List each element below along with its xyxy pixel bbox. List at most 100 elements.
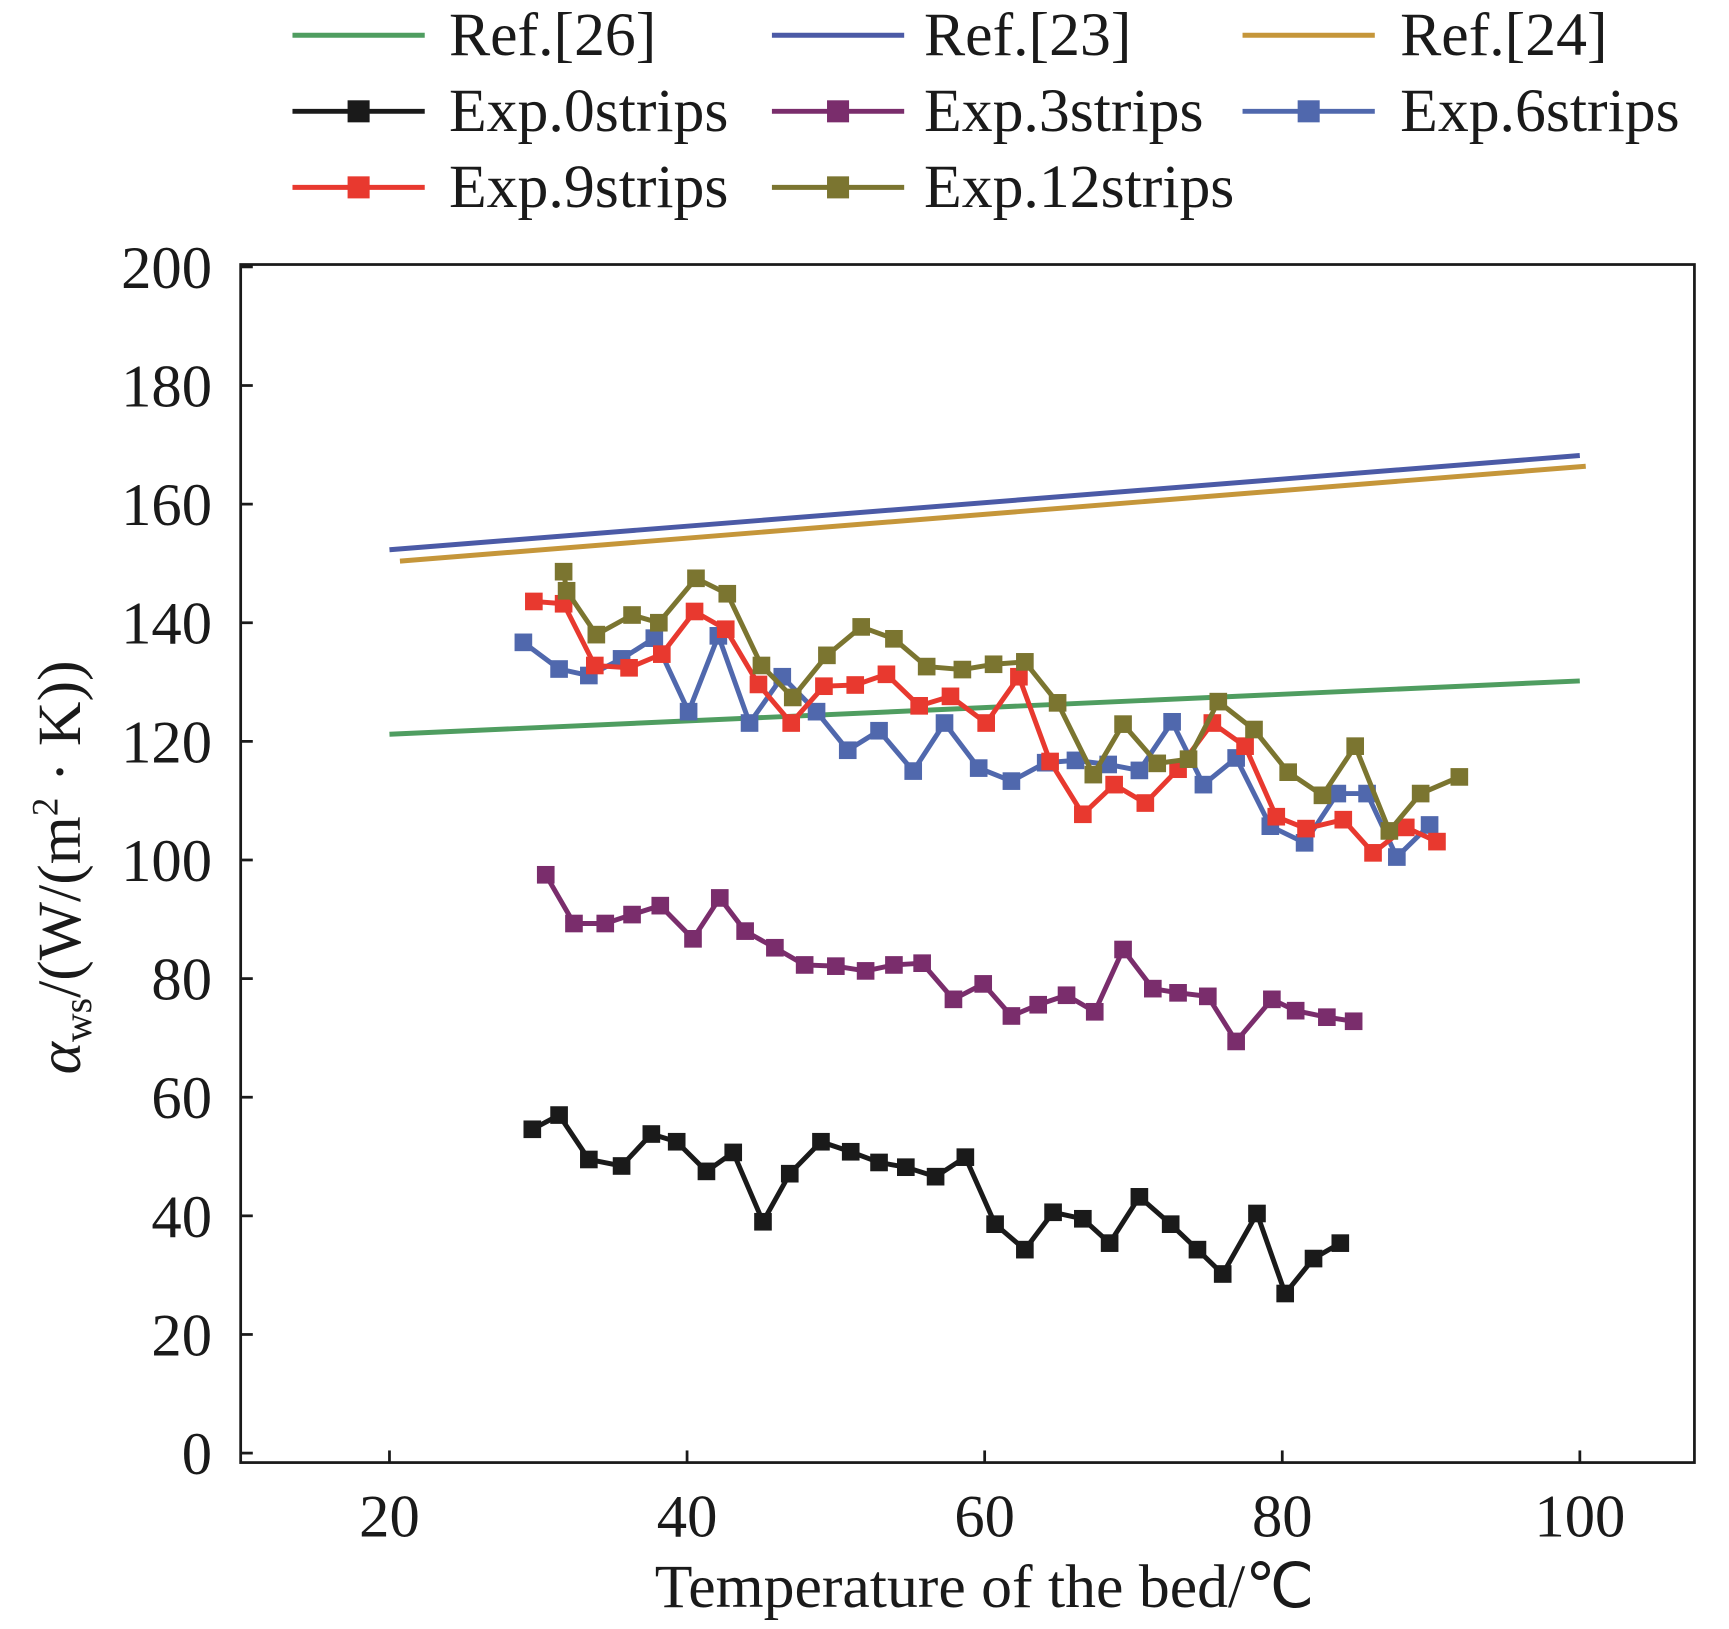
y-tick-label: 20 — [151, 1302, 212, 1369]
data-point-exp-9strips — [620, 658, 638, 677]
data-point-exp-6strips — [1066, 751, 1085, 770]
data-point-exp-3strips — [1114, 940, 1132, 959]
y-axis-label-symbol: α — [26, 1040, 94, 1074]
legend-marker-exp-12strips — [827, 176, 850, 199]
legend-item-ref-24: Ref.[24] — [1242, 1, 1608, 69]
data-point-exp-0strips — [780, 1164, 799, 1183]
data-point-exp-3strips — [536, 865, 555, 884]
data-point-exp-3strips — [856, 962, 875, 980]
data-point-exp-6strips — [1420, 816, 1439, 834]
legend-marker-exp-6strips — [1297, 100, 1320, 123]
series-ref-24 — [399, 463, 1586, 564]
legend-item-exp-0strips: Exp.0strips — [292, 77, 728, 145]
data-point-exp-12strips — [554, 562, 573, 581]
data-point-exp-6strips — [1388, 848, 1406, 866]
data-point-exp-0strips — [1016, 1240, 1034, 1259]
data-point-exp-6strips — [935, 714, 954, 732]
plot-frame — [239, 263, 1696, 1464]
data-point-exp-12strips — [818, 646, 836, 665]
series-line-ref-26 — [389, 678, 1580, 737]
data-point-exp-6strips — [1002, 772, 1021, 790]
legend-item-exp-6strips: Exp.6strips — [1242, 77, 1680, 145]
data-point-exp-9strips — [910, 697, 928, 715]
series-exp-3strips — [536, 865, 1363, 1051]
data-point-exp-9strips — [1136, 794, 1155, 812]
y-tick-label: 60 — [151, 1065, 212, 1132]
data-point-exp-6strips — [904, 762, 923, 780]
data-point-exp-9strips — [1364, 844, 1382, 862]
data-point-exp-3strips — [736, 922, 754, 940]
data-point-exp-3strips — [1199, 987, 1217, 1006]
data-point-exp-0strips — [697, 1162, 716, 1181]
data-point-exp-9strips — [1041, 752, 1059, 771]
data-point-exp-9strips — [716, 620, 735, 639]
legend-item-ref-23: Ref.[23] — [771, 1, 1131, 69]
data-point-exp-12strips — [1016, 653, 1034, 671]
legend: Ref.[26] Ref.[23] Ref.[24] Exp.0strips Exp.3… — [292, 1, 1680, 221]
data-point-exp-0strips — [1213, 1265, 1232, 1283]
y-tick-label: 0 — [182, 1421, 212, 1488]
data-point-exp-0strips — [986, 1215, 1004, 1233]
data-point-exp-3strips — [684, 930, 702, 948]
legend-item-exp-12strips: Exp.12strips — [771, 153, 1234, 221]
data-point-exp-12strips — [917, 657, 936, 676]
data-point-exp-12strips — [885, 629, 903, 648]
data-point-exp-9strips — [846, 676, 865, 694]
data-point-exp-3strips — [974, 975, 993, 993]
data-point-exp-0strips — [1248, 1204, 1266, 1223]
data-point-exp-3strips — [1057, 986, 1076, 1005]
data-point-exp-12strips — [1114, 715, 1132, 733]
data-point-exp-3strips — [827, 957, 845, 975]
data-point-exp-6strips — [645, 629, 664, 647]
legend-item-exp-9strips: Exp.9strips — [292, 153, 728, 221]
data-point-exp-12strips — [783, 688, 802, 707]
data-point-exp-12strips — [1245, 720, 1263, 739]
data-point-exp-3strips — [766, 938, 784, 957]
y-tick-label: 160 — [121, 472, 212, 539]
data-point-exp-9strips — [1396, 818, 1415, 837]
x-axis-label: Temperature of the bed/℃ — [655, 1553, 1315, 1621]
data-point-exp-0strips — [926, 1167, 945, 1186]
data-point-exp-12strips — [687, 569, 705, 588]
data-point-exp-6strips — [514, 633, 533, 652]
y-axis-label-superscript: 2 — [26, 798, 67, 817]
data-point-exp-9strips — [1297, 819, 1315, 838]
data-point-exp-6strips — [1163, 712, 1181, 731]
data-point-exp-9strips — [1074, 805, 1092, 824]
x-tick-label: 60 — [954, 1483, 1015, 1550]
data-point-exp-3strips — [795, 956, 814, 974]
data-point-exp-0strips — [667, 1132, 686, 1151]
data-point-exp-3strips — [651, 896, 670, 915]
data-point-exp-3strips — [1286, 1001, 1305, 1020]
data-point-exp-0strips — [841, 1142, 860, 1161]
x-tick-label: 80 — [1252, 1483, 1313, 1550]
data-point-exp-6strips — [1328, 784, 1347, 803]
data-point-exp-12strips — [1380, 822, 1399, 840]
data-point-exp-0strips — [897, 1158, 915, 1177]
data-point-exp-9strips — [652, 645, 671, 663]
data-point-exp-0strips — [523, 1120, 542, 1139]
data-point-exp-6strips — [550, 660, 568, 678]
data-point-exp-12strips — [1209, 692, 1228, 711]
data-point-exp-6strips — [1130, 761, 1149, 780]
data-point-exp-3strips — [1144, 979, 1162, 998]
data-point-exp-12strips — [623, 606, 641, 624]
series-ref-26 — [389, 678, 1580, 737]
data-point-exp-6strips — [679, 702, 698, 721]
legend-label-exp-3strips: Exp.3strips — [924, 77, 1203, 145]
data-point-exp-0strips — [1100, 1234, 1119, 1252]
data-point-exp-12strips — [1179, 750, 1198, 768]
data-point-exp-9strips — [585, 656, 604, 675]
legend-label-ref-26: Ref.[26] — [449, 1, 656, 69]
axes: 20 40 60 80 100 0 20 40 60 80 100 120 140 160 180 200 — [121, 235, 1625, 1551]
data-point-exp-9strips — [1334, 810, 1353, 829]
data-point-exp-0strips — [1276, 1284, 1295, 1303]
data-point-exp-12strips — [752, 656, 771, 675]
y-tick-label: 40 — [151, 1184, 212, 1251]
x-tick-label: 40 — [657, 1483, 718, 1550]
data-point-exp-9strips — [1010, 667, 1028, 686]
data-point-exp-6strips — [969, 759, 988, 777]
data-point-exp-12strips — [1411, 784, 1430, 803]
